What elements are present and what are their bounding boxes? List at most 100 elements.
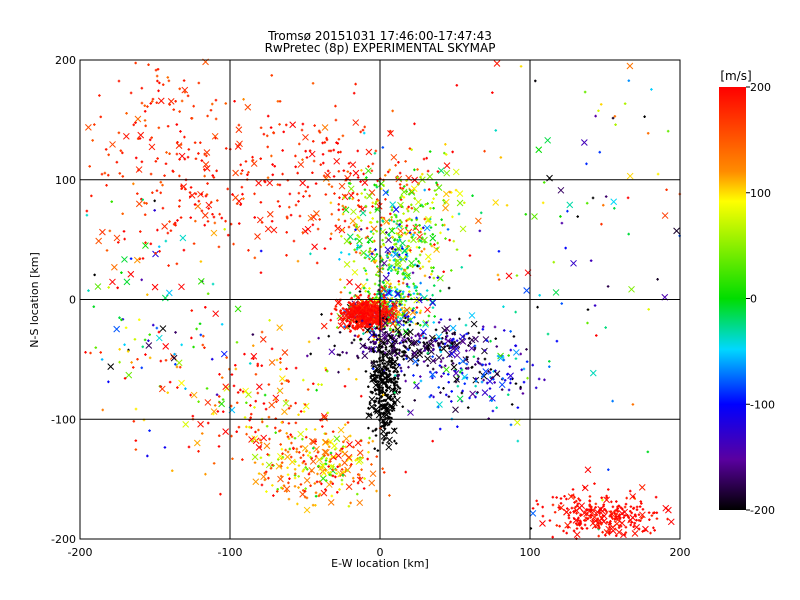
- data-point-cross-marker: [428, 276, 432, 279]
- data-point-cross-marker: [380, 394, 384, 398]
- data-point-cross-marker: [192, 104, 195, 108]
- data-point-cross-marker: [543, 378, 546, 382]
- data-point-cross-marker: [376, 385, 380, 389]
- data-point-cross-marker: [360, 468, 363, 471]
- data-point-cross-marker: [622, 516, 625, 519]
- data-point-cross-marker: [480, 375, 484, 378]
- data-point-cross-marker: [334, 305, 338, 308]
- data-point-cross-marker: [143, 119, 147, 122]
- data-point-cross-marker: [573, 496, 576, 499]
- data-point-cross-marker: [318, 218, 321, 221]
- data-point-cross-marker: [471, 194, 474, 198]
- data-point-cross-marker: [119, 149, 123, 152]
- data-point-x-marker: [162, 343, 170, 350]
- data-point-x-marker: [346, 233, 354, 241]
- data-point-cross-marker: [356, 309, 360, 313]
- data-point-cross-marker: [271, 163, 274, 166]
- data-point-cross-marker: [366, 457, 369, 461]
- data-point-cross-marker: [503, 378, 507, 382]
- data-point-cross-marker: [463, 201, 466, 205]
- data-point-x-marker: [197, 278, 205, 285]
- data-point-cross-marker: [399, 258, 403, 261]
- data-point-cross-marker: [604, 509, 607, 512]
- data-point-cross-marker: [190, 336, 193, 340]
- data-point-cross-marker: [279, 357, 282, 360]
- data-point-cross-marker: [325, 138, 329, 142]
- data-point-x-marker: [492, 199, 500, 206]
- data-point-x-marker: [157, 97, 165, 105]
- data-point-cross-marker: [425, 341, 429, 344]
- data-point-cross-marker: [611, 505, 615, 509]
- data-point-cross-marker: [320, 482, 323, 486]
- data-point-cross-marker: [156, 67, 160, 71]
- data-point-cross-marker: [307, 340, 311, 344]
- data-point-x-marker: [392, 206, 400, 213]
- data-point-cross-marker: [375, 376, 379, 379]
- data-point-cross-marker: [369, 312, 373, 315]
- data-point-cross-marker: [363, 188, 367, 191]
- data-point-cross-marker: [562, 529, 565, 533]
- data-point-cross-marker: [342, 196, 345, 200]
- data-point-cross-marker: [198, 322, 202, 326]
- data-point-cross-marker: [286, 450, 290, 454]
- data-point-cross-marker: [494, 337, 498, 340]
- data-point-cross-marker: [601, 530, 604, 534]
- data-point-cross-marker: [381, 328, 385, 331]
- data-point-cross-marker: [613, 115, 617, 118]
- data-point-cross-marker: [392, 378, 396, 382]
- data-point-cross-marker: [240, 185, 244, 189]
- data-point-x-marker: [201, 211, 209, 219]
- data-point-cross-marker: [180, 184, 183, 188]
- data-point-cross-marker: [220, 216, 224, 220]
- data-point-cross-marker: [451, 215, 454, 219]
- data-point-cross-marker: [521, 392, 525, 395]
- data-point-cross-marker: [296, 259, 300, 263]
- data-point-cross-marker: [351, 197, 354, 201]
- data-point-cross-marker: [342, 169, 346, 172]
- data-point-x-marker: [250, 160, 258, 167]
- data-point-cross-marker: [538, 293, 541, 297]
- data-point-cross-marker: [362, 487, 366, 490]
- data-point-cross-marker: [107, 380, 110, 384]
- data-point-cross-marker: [387, 233, 390, 236]
- data-point-cross-marker: [431, 439, 434, 443]
- data-point-cross-marker: [398, 348, 401, 352]
- data-point-cross-marker: [253, 406, 256, 409]
- data-point-cross-marker: [360, 325, 364, 328]
- data-point-x-marker: [352, 169, 360, 177]
- data-point-cross-marker: [382, 365, 386, 368]
- data-point-cross-marker: [247, 249, 250, 252]
- data-point-cross-marker: [241, 390, 245, 394]
- data-point-cross-marker: [375, 397, 379, 400]
- data-point-cross-marker: [431, 233, 435, 236]
- data-point-cross-marker: [257, 428, 260, 432]
- data-point-cross-marker: [381, 361, 384, 365]
- data-point-cross-marker: [478, 362, 482, 366]
- data-point-cross-marker: [237, 425, 241, 429]
- colorbar-tick-label: 200: [750, 81, 771, 94]
- data-point-x-marker: [259, 336, 267, 343]
- data-point-x-marker: [345, 454, 353, 461]
- data-point-cross-marker: [375, 326, 379, 330]
- data-point-cross-marker: [347, 252, 351, 256]
- data-point-cross-marker: [446, 228, 450, 231]
- data-point-x-marker: [425, 215, 432, 223]
- data-point-cross-marker: [559, 507, 562, 511]
- data-point-cross-marker: [465, 349, 468, 353]
- data-point-cross-marker: [506, 373, 509, 376]
- data-point-x-marker: [421, 236, 428, 244]
- data-point-x-marker: [380, 340, 388, 348]
- data-point-cross-marker: [410, 203, 413, 207]
- data-point-cross-marker: [390, 357, 394, 360]
- data-point-cross-marker: [390, 380, 393, 384]
- data-point-cross-marker: [398, 171, 402, 175]
- data-point-cross-marker: [144, 241, 147, 245]
- data-point-cross-marker: [394, 248, 397, 251]
- data-point-x-marker: [121, 256, 128, 263]
- data-point-cross-marker: [214, 98, 218, 102]
- data-point-x-marker: [592, 517, 600, 525]
- data-point-cross-marker: [467, 337, 471, 340]
- data-point-cross-marker: [423, 232, 427, 236]
- data-point-cross-marker: [576, 519, 580, 522]
- data-point-cross-marker: [495, 406, 498, 410]
